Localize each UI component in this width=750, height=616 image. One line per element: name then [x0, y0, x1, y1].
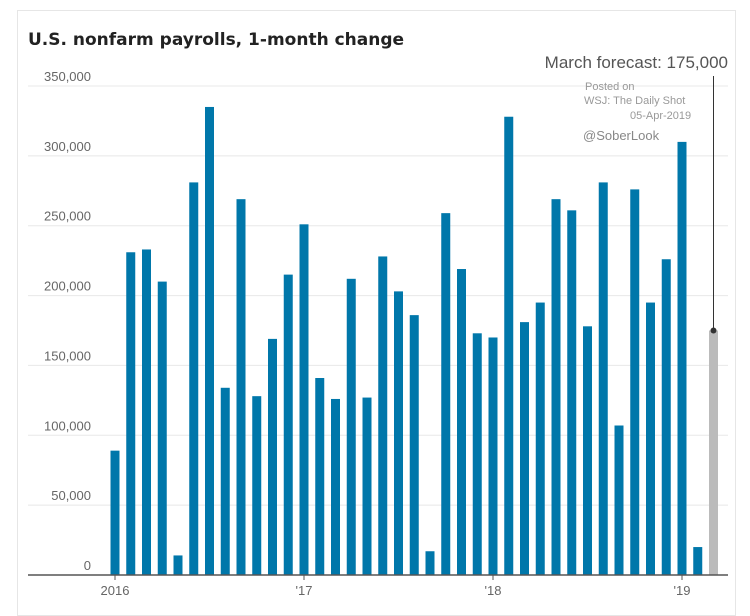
bar: [315, 378, 325, 575]
bar: [646, 302, 655, 575]
bar: [299, 224, 309, 575]
bar: [268, 338, 277, 575]
watermark-date: 05-Apr-2019: [630, 110, 691, 122]
forecast-bar: [709, 330, 718, 575]
forecast-dot: [710, 327, 717, 334]
y-tick-label: 100,000: [44, 418, 91, 433]
bar: [520, 322, 529, 575]
bar: [362, 397, 372, 575]
y-tick-label: 350,000: [44, 69, 91, 84]
bar: [441, 213, 451, 575]
bar: [551, 199, 561, 575]
bar: [142, 249, 151, 576]
bar: [504, 116, 514, 575]
bar: [189, 182, 199, 575]
bar: [583, 326, 592, 575]
bar: [283, 274, 293, 575]
y-tick-label: 0: [84, 558, 91, 573]
bar: [535, 302, 545, 575]
bar: [614, 425, 624, 575]
bar: [661, 259, 671, 575]
bar: [205, 106, 214, 575]
y-tick-label: 200,000: [44, 279, 91, 294]
watermark-source: WSJ: The Daily Shot: [584, 95, 685, 107]
bar: [157, 281, 167, 575]
y-tick-label: 250,000: [44, 209, 91, 224]
x-tick-label: '17: [296, 583, 313, 598]
y-tick-label: 150,000: [44, 348, 91, 363]
bar: [457, 269, 466, 575]
bar: [126, 252, 136, 575]
bar: [378, 256, 388, 575]
bar: [693, 547, 703, 575]
forecast-label: March forecast: 175,000: [545, 53, 728, 72]
chart-title: U.S. nonfarm payrolls, 1-month change: [28, 30, 404, 50]
bar: [252, 396, 262, 575]
bar: [598, 182, 608, 575]
bar: [346, 278, 356, 575]
x-tick-label: '19: [674, 583, 691, 598]
bar: [394, 291, 403, 575]
bar: [488, 337, 498, 575]
bar: [110, 450, 120, 575]
bar: [173, 555, 183, 575]
watermark-posted: Posted on: [585, 81, 635, 93]
x-tick-label: '18: [485, 583, 502, 598]
bar: [630, 189, 640, 576]
watermark-handle: @SoberLook: [583, 128, 660, 143]
x-tick-label: 2016: [101, 583, 130, 598]
y-tick-label: 300,000: [44, 139, 91, 154]
y-tick-label: 50,000: [51, 488, 91, 503]
bar: [677, 141, 687, 575]
bar: [236, 199, 246, 575]
bar: [472, 333, 482, 575]
bar: [425, 551, 435, 575]
bar: [331, 398, 340, 575]
bar: [409, 315, 419, 575]
bar: [567, 210, 577, 576]
bar: [220, 387, 230, 575]
